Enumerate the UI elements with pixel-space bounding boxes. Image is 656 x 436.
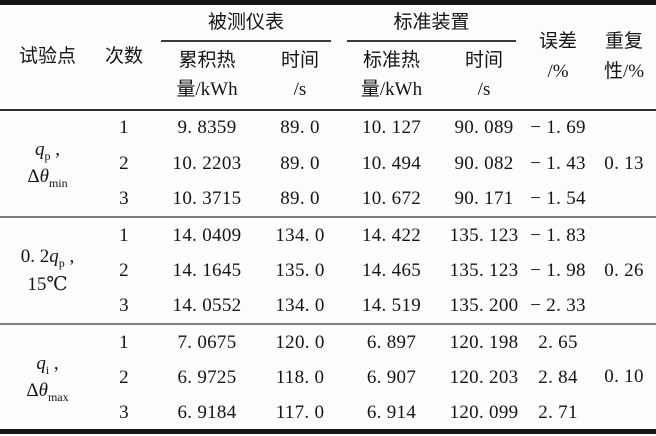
header-measured-time: 时间 /s [261, 41, 340, 111]
header-standard-heat: 标准热 量/kWh [339, 41, 445, 111]
cell-trial-no: 1 [119, 117, 129, 139]
header-group-measured: 被测仪表 [153, 3, 339, 42]
cell-standard-heat: 10. 127 [361, 117, 422, 139]
cell-trial-no: 2 [119, 152, 129, 174]
cell-standard-heat: 14. 519 [361, 295, 422, 316]
cell-standard-time: 120. 198 [444, 323, 525, 360]
table-row: 2 6. 9725 118. 0 6. 907 120. 203 2. 84 [0, 360, 656, 396]
cell-standard-time: 120. 099 [449, 401, 519, 423]
cell-repeatability-2: 0. 26 [592, 215, 656, 325]
header-group-standard: 标准装置 [339, 3, 524, 42]
cell-standard-time: 135. 123 [444, 216, 525, 253]
table-row: 3 10. 3715 89. 0 10. 672 90. 171 − 1. 54 [0, 181, 656, 217]
table-row: 2 10. 2203 89. 0 10. 494 90. 082 − 1. 43 [0, 146, 656, 182]
cell-error: 2. 65 [524, 323, 593, 360]
cell-trial-no: 3 [119, 187, 129, 209]
cell-standard-time: 90. 171 [454, 187, 514, 209]
cell-measured-time: 120. 0 [261, 323, 340, 360]
cell-measured-heat: 14. 0409 [153, 216, 261, 253]
cell-error: − 1. 69 [530, 117, 586, 139]
header-measured-heat: 累积热 量/kWh [153, 41, 261, 111]
cell-measured-heat: 7. 0675 [153, 323, 261, 360]
cell-standard-heat: 14. 465 [361, 259, 422, 281]
table-row: 3 6. 9184 117. 0 6. 914 120. 099 2. 71 [0, 396, 656, 432]
cell-measured-time: 135. 0 [275, 259, 325, 281]
cell-standard-heat: 6. 897 [339, 323, 445, 360]
cell-error: − 2. 33 [530, 295, 586, 316]
table-row: 0. 2qp , 15℃ 1 14. 0409 134. 0 14. 422 1… [0, 215, 656, 325]
cell-measured-time: 118. 0 [275, 367, 325, 388]
cell-measured-heat: 6. 9725 [177, 367, 237, 388]
cell-standard-heat: 6. 914 [366, 401, 417, 423]
cell-standard-time: 135. 200 [449, 295, 519, 316]
cell-error: 2. 71 [538, 401, 578, 423]
cell-error: − 1. 54 [530, 187, 586, 209]
cell-measured-heat: 6. 9184 [177, 401, 237, 423]
cell-standard-time: 90. 082 [454, 152, 514, 174]
cell-error: − 1. 83 [524, 216, 593, 253]
cell-error: − 1. 43 [530, 152, 586, 174]
cell-standard-heat: 6. 907 [366, 367, 417, 388]
cell-standard-heat: 10. 672 [361, 187, 422, 209]
header-group-standard-label: 标准装置 [347, 11, 517, 42]
header-error: 误差 /% [524, 2, 593, 111]
cell-measured-time: 117. 0 [275, 401, 325, 423]
header-test-point: 试验点 [0, 2, 95, 111]
cell-standard-time: 90. 089 [454, 117, 514, 139]
test-point-label-3: qi , Δθmax [0, 323, 95, 432]
cell-trial-no: 2 [119, 259, 129, 281]
cell-measured-heat: 9. 8359 [177, 117, 237, 139]
table-header: 试验点 次数 被测仪表 标准装置 误差 /% 重复 性/% 累积热 量/kWh [0, 2, 656, 111]
table-row: 3 14. 0552 134. 0 14. 519 135. 200 − 2. … [0, 289, 656, 325]
cell-measured-time: 89. 0 [280, 152, 320, 174]
cell-standard-heat: 14. 422 [339, 216, 445, 253]
header-standard-time: 时间 /s [444, 41, 525, 111]
cell-measured-heat: 14. 1645 [172, 259, 242, 281]
cell-measured-time: 89. 0 [280, 117, 320, 139]
table-row: qp , Δθmin 1 9. 8359 89. 0 10. 127 90. 0… [0, 110, 656, 189]
cell-error: 2. 84 [538, 367, 578, 388]
cell-repeatability-1: 0. 13 [604, 152, 644, 174]
table-row: qi , Δθmax 1 7. 0675 120. 0 6. 897 120. … [0, 323, 656, 432]
cell-standard-time: 120. 203 [449, 367, 519, 388]
header-repeatability: 重复 性/% [592, 2, 656, 111]
table-row: 2 14. 1645 135. 0 14. 465 135. 123 − 1. … [0, 253, 656, 289]
cell-measured-time: 134. 0 [275, 295, 325, 316]
cell-error: − 1. 98 [530, 259, 586, 281]
cell-standard-time: 135. 123 [449, 259, 519, 281]
cell-standard-heat: 10. 494 [361, 152, 422, 174]
cell-trial-no: 3 [119, 401, 129, 423]
cell-measured-time: 134. 0 [261, 216, 340, 253]
cell-repeatability-3: 0. 10 [592, 323, 656, 432]
test-point-label-1: qp , Δθmin [27, 138, 68, 191]
cell-trial-no: 3 [119, 295, 129, 316]
test-point-label-2: 0. 2qp , 15℃ [0, 215, 95, 325]
cell-trial-no: 1 [95, 323, 153, 360]
cell-measured-heat: 10. 3715 [172, 187, 242, 209]
header-group-measured-label: 被测仪表 [161, 11, 332, 42]
cell-measured-heat: 10. 2203 [172, 152, 242, 174]
cell-trial-no: 2 [119, 367, 129, 388]
cell-measured-heat: 14. 0552 [172, 295, 242, 316]
cell-measured-time: 89. 0 [280, 187, 320, 209]
header-times: 次数 [95, 2, 153, 111]
cell-trial-no: 1 [95, 216, 153, 253]
